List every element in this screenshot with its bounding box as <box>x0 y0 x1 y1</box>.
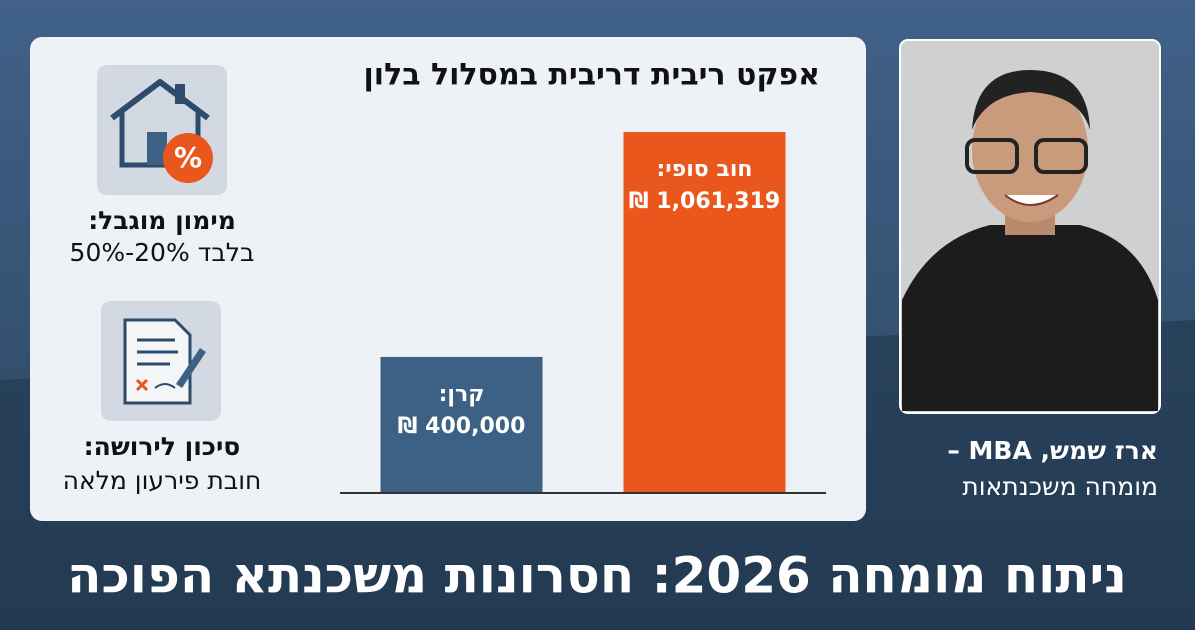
sidebar-text: חובת פירעון מלאה <box>63 466 262 495</box>
bar <box>380 356 543 493</box>
expert-photo <box>899 39 1161 414</box>
sidebar-title: מימון מוגבל: <box>88 206 236 235</box>
plot: קרן: 400,000 ₪ חוב סופי: 1,061,319 ₪ <box>380 132 786 493</box>
value-label: 400,000 ₪ <box>398 414 526 439</box>
chart-title: אפקט ריבית דריבית במסלול בלון <box>363 58 820 93</box>
category-label: קרן: <box>439 382 485 407</box>
category-label: חוב סופי: <box>657 157 753 182</box>
expert-role: מומחה משכנתאות <box>962 472 1158 501</box>
house-icon: % <box>97 65 227 195</box>
expert-name: ארז שמש, MBA – <box>947 436 1158 465</box>
svg-text:%: % <box>174 141 202 174</box>
sidebar-text: בלבד 20%-50% <box>70 238 255 267</box>
document-icon <box>101 301 221 421</box>
value-label: 1,061,319 ₪ <box>629 189 780 214</box>
footer-title: ניתוח מומחה 2026: חסרונות משכנתא הפוכה <box>67 547 1127 605</box>
bar <box>623 132 786 493</box>
sidebar-title: סיכון לירושה: <box>84 432 241 461</box>
